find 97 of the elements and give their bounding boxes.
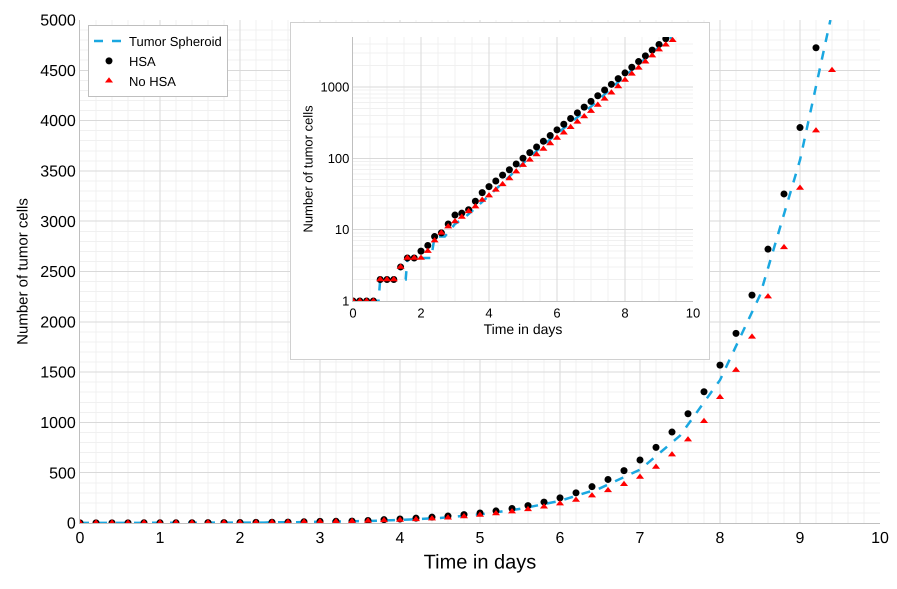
y-tick-label: 100 <box>328 150 350 166</box>
point <box>601 86 608 94</box>
y-tick-label: 1 <box>342 294 350 309</box>
point <box>764 246 772 253</box>
point <box>648 46 656 54</box>
x-tick-label: 6 <box>556 530 565 548</box>
x-tick-label: 1 <box>156 530 165 548</box>
point <box>492 178 500 185</box>
x-tick-label: 9 <box>796 530 805 548</box>
y-tick-label: 4000 <box>40 113 76 130</box>
point <box>567 114 574 122</box>
point <box>572 489 580 496</box>
point <box>636 456 644 464</box>
point <box>526 156 534 162</box>
point <box>546 132 554 140</box>
x-tick-label: 5 <box>476 530 485 548</box>
point <box>748 292 756 299</box>
point <box>796 124 804 132</box>
x-tick-label: 8 <box>621 306 629 321</box>
point <box>684 410 692 418</box>
point <box>539 145 548 151</box>
y-tick-label: 4500 <box>40 62 76 80</box>
point <box>604 476 612 483</box>
point <box>526 149 534 156</box>
point <box>634 64 643 70</box>
x-tick-label: 2 <box>236 530 245 548</box>
point <box>499 172 506 179</box>
x-tick-label: 4 <box>396 530 405 548</box>
y-tick-label: 500 <box>49 465 76 482</box>
point <box>628 70 636 76</box>
legend-label: No HSA <box>129 74 176 89</box>
point <box>478 189 486 196</box>
y-tick-label: 2500 <box>40 264 76 282</box>
x-tick-label: 4 <box>485 306 493 321</box>
y-tick-label: 3000 <box>40 214 76 231</box>
point <box>662 37 670 42</box>
y-tick-label: 5000 <box>40 12 76 30</box>
point <box>556 494 564 502</box>
point <box>560 120 568 128</box>
point <box>812 44 820 52</box>
x-axis-title: Time in days <box>424 552 536 574</box>
point <box>700 388 708 396</box>
point <box>452 212 458 219</box>
point <box>492 186 500 192</box>
y-tick-label: 1000 <box>40 415 76 432</box>
y-axis-title: Number of tumor cells <box>14 198 32 345</box>
point <box>533 143 540 150</box>
point <box>512 160 520 168</box>
point <box>498 180 507 186</box>
point <box>574 109 581 116</box>
point <box>594 92 602 100</box>
x-tick-label: 10 <box>686 306 700 321</box>
x-tick-label: 10 <box>871 530 889 548</box>
point <box>418 248 424 255</box>
point <box>642 52 649 60</box>
y-tick-label: 2000 <box>40 314 76 332</box>
point <box>573 118 582 124</box>
point <box>635 58 642 66</box>
x-tick-label: 8 <box>716 530 725 548</box>
point <box>608 80 615 88</box>
point <box>540 498 548 506</box>
point <box>652 444 660 451</box>
point <box>620 467 628 474</box>
point <box>424 242 432 249</box>
point <box>472 198 479 205</box>
x-tick-label: 7 <box>636 530 645 548</box>
point <box>588 483 596 490</box>
point <box>580 104 588 111</box>
point <box>780 190 788 198</box>
point <box>486 183 492 190</box>
point <box>588 98 594 105</box>
x-tick-label: 3 <box>316 530 325 548</box>
point <box>628 64 636 71</box>
point <box>506 166 513 174</box>
point <box>540 138 547 145</box>
point <box>532 150 541 156</box>
point <box>600 95 609 101</box>
y-tick-label: 1500 <box>40 364 76 382</box>
y-tick-label: 3500 <box>40 164 76 180</box>
x-axis-title: Time in days <box>484 320 562 337</box>
x-tick-label: 2 <box>417 306 425 321</box>
y-tick-label: 0 <box>66 516 76 533</box>
legend-label: Tumor Spheroid <box>129 34 222 50</box>
y-tick-label: 1000 <box>320 79 350 94</box>
legend-label: HSA <box>129 54 156 69</box>
point <box>656 40 662 48</box>
y-tick-label: 10 <box>334 222 350 238</box>
point <box>520 154 526 162</box>
point <box>554 126 560 134</box>
x-tick-label: 6 <box>553 306 561 321</box>
point <box>614 75 622 82</box>
y-axis-title: Number of tumor cells <box>300 104 316 233</box>
point <box>668 428 676 436</box>
point <box>622 69 628 76</box>
point <box>716 362 724 369</box>
point <box>580 112 588 118</box>
point <box>732 330 740 337</box>
